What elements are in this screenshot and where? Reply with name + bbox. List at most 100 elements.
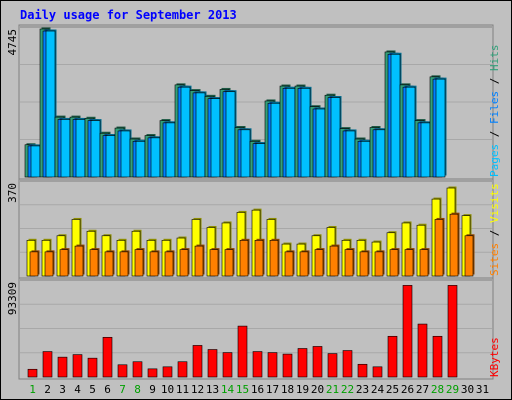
bar-pages xyxy=(90,120,101,178)
x-tick-label: 14 xyxy=(221,383,235,396)
x-tick-label: 4 xyxy=(74,383,81,396)
bar-pages xyxy=(225,91,236,178)
x-tick-label: 1 xyxy=(29,383,36,396)
bar-sites xyxy=(449,213,459,277)
legend: Pages / Files / Hits xyxy=(488,45,501,178)
legend-entry: Pages xyxy=(488,144,501,177)
panel-1: 4745 Pages / Files / Hits xyxy=(6,24,501,180)
legend: KBytes xyxy=(488,337,501,377)
panel-2: 370 Sites / Visits xyxy=(6,178,501,279)
bar-kbytes xyxy=(357,363,368,378)
legend-entry: Sites xyxy=(488,243,501,276)
x-tick-label: 31 xyxy=(476,383,489,396)
bar-kbytes xyxy=(177,361,188,378)
x-tick-label: 28 xyxy=(431,383,444,396)
panel-border xyxy=(18,277,494,380)
bar-sites xyxy=(134,249,144,277)
bar-sites xyxy=(404,249,414,277)
bar-sites xyxy=(374,251,384,277)
bar-kbytes xyxy=(387,335,398,378)
bar-kbytes xyxy=(87,357,98,378)
bar-sites xyxy=(119,251,129,277)
bar-sites xyxy=(464,235,474,277)
x-tick-label: 6 xyxy=(104,383,111,396)
bar-kbytes xyxy=(57,356,68,378)
chart-title: Daily usage for September 2013 xyxy=(20,8,237,22)
bar-kbytes xyxy=(417,323,428,378)
y-max-label: 370 xyxy=(6,183,19,203)
chart-panels: 4745 Pages / Files / Hits 370 Sites / Visit… xyxy=(6,24,501,380)
bar-pages xyxy=(135,141,146,178)
bar-kbytes xyxy=(267,352,278,378)
bar-sites xyxy=(344,249,354,277)
bar-sites xyxy=(299,251,309,277)
bar-pages xyxy=(180,86,191,178)
x-tick-label: 7 xyxy=(119,383,126,396)
bar-kbytes xyxy=(372,366,383,378)
y-max-label: 4745 xyxy=(6,29,19,56)
legend: Sites / Visits xyxy=(488,183,501,276)
x-tick-label: 29 xyxy=(446,383,459,396)
bar-sites xyxy=(224,249,234,277)
x-tick-label: 16 xyxy=(251,383,264,396)
bar-pages xyxy=(390,53,401,178)
bar-pages xyxy=(45,30,56,178)
bar-pages xyxy=(405,86,416,178)
bar-sites xyxy=(104,251,114,277)
bar-pages xyxy=(165,122,176,178)
x-tick-label: 17 xyxy=(266,383,279,396)
y-max-label: 93309 xyxy=(6,282,19,315)
x-tick-label: 2 xyxy=(44,383,51,396)
x-tick-label: 26 xyxy=(401,383,414,396)
bar-sites xyxy=(239,240,249,277)
bar-sites xyxy=(314,249,324,277)
x-tick-label: 25 xyxy=(386,383,399,396)
x-tick-label: 18 xyxy=(281,383,294,396)
x-tick-label: 20 xyxy=(311,383,324,396)
panel-3: 93309 KBytes xyxy=(6,277,501,380)
x-tick-label: 12 xyxy=(191,383,204,396)
bar-kbytes xyxy=(72,354,83,378)
bar-sites xyxy=(44,251,54,277)
bar-sites xyxy=(89,249,99,277)
bar-kbytes xyxy=(327,353,338,378)
bar-kbytes xyxy=(162,366,173,378)
bar-sites xyxy=(209,249,219,277)
bar-pages xyxy=(120,130,131,178)
bar-kbytes xyxy=(102,336,113,378)
bar-sites xyxy=(29,251,39,277)
bar-kbytes xyxy=(297,348,308,378)
bar-pages xyxy=(30,145,41,178)
bar-kbytes xyxy=(147,368,158,378)
bar-kbytes xyxy=(132,361,143,378)
bar-sites xyxy=(254,240,264,277)
legend-entry: KBytes xyxy=(488,337,501,377)
bar-pages xyxy=(285,88,296,178)
bar-pages xyxy=(300,88,311,178)
bar-pages xyxy=(255,143,266,178)
legend-separator: / xyxy=(488,71,501,91)
bar-pages xyxy=(420,122,431,178)
bar-sites xyxy=(74,245,84,277)
legend-separator: / xyxy=(488,223,501,243)
bar-kbytes xyxy=(402,285,413,378)
x-tick-label: 13 xyxy=(206,383,219,396)
bar-pages xyxy=(210,98,221,178)
bar-sites xyxy=(194,245,204,277)
bar-kbytes xyxy=(432,335,443,378)
bar-pages xyxy=(345,130,356,178)
x-tick-label: 27 xyxy=(416,383,429,396)
x-tick-label: 9 xyxy=(149,383,156,396)
x-tick-label: 30 xyxy=(461,383,474,396)
bar-sites xyxy=(329,245,339,277)
bar-kbytes xyxy=(282,353,293,378)
bar-pages xyxy=(105,135,116,178)
legend-entry: Visits xyxy=(488,183,501,223)
bar-kbytes xyxy=(312,346,323,378)
legend-separator: / xyxy=(488,124,501,144)
x-tick-label: 24 xyxy=(371,383,385,396)
bar-pages xyxy=(330,97,341,178)
bar-pages xyxy=(60,119,71,178)
x-tick-label: 8 xyxy=(134,383,141,396)
bar-kbytes xyxy=(252,351,263,378)
